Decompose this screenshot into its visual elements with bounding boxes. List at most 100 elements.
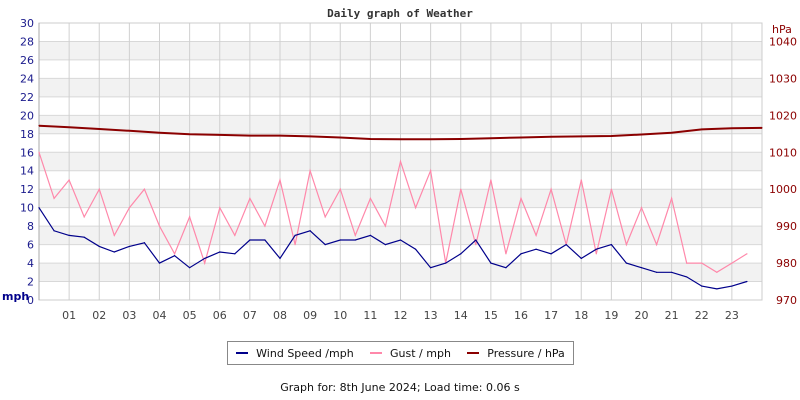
data-point-gust [640, 207, 643, 209]
x-tick-label: 19 [604, 309, 618, 322]
data-point-wind-speed [671, 271, 673, 273]
right-tick-label: 980 [776, 257, 797, 270]
data-point-gust [716, 271, 718, 273]
data-point-pressure [399, 138, 402, 140]
x-tick-label: 18 [574, 309, 588, 322]
data-point-wind-speed [716, 288, 718, 290]
x-tick-label: 20 [635, 309, 649, 322]
data-point-gust [671, 197, 673, 200]
left-tick-label: 22 [20, 91, 34, 104]
x-tick-label: 21 [665, 309, 679, 322]
data-point-gust [731, 262, 733, 264]
x-tick-label: 23 [725, 309, 739, 322]
data-point-wind-speed [475, 239, 477, 241]
data-point-wind-speed [445, 262, 447, 264]
data-point-gust [83, 216, 85, 218]
data-point-wind-speed [520, 253, 522, 255]
x-tick-label: 10 [333, 309, 347, 322]
data-point-gust [701, 262, 703, 264]
right-tick-label: 970 [776, 294, 797, 307]
data-point-pressure [640, 133, 643, 136]
x-tick-label: 04 [153, 309, 167, 322]
data-point-pressure [369, 138, 371, 140]
data-point-wind-speed [354, 239, 356, 241]
data-point-wind-speed [430, 267, 432, 269]
x-tick-label: 11 [363, 309, 377, 322]
data-point-wind-speed [384, 244, 387, 246]
data-point-gust [580, 179, 582, 181]
data-point-wind-speed [219, 251, 221, 253]
data-point-pressure [339, 136, 341, 139]
data-point-wind-speed [38, 207, 40, 209]
data-point-pressure [430, 138, 432, 140]
data-point-gust [625, 244, 628, 246]
left-tick-label: 2 [27, 276, 34, 289]
data-point-pressure [279, 135, 281, 137]
data-point-pressure [580, 135, 582, 137]
data-point-wind-speed [234, 253, 236, 255]
data-point-gust [369, 197, 371, 200]
data-point-wind-speed [414, 248, 417, 250]
data-point-gust [98, 188, 100, 190]
data-point-wind-speed [204, 257, 206, 260]
left-tick-label: 30 [20, 17, 34, 30]
data-point-wind-speed [113, 251, 115, 253]
data-point-wind-speed [610, 244, 612, 246]
series-line-gust [38, 152, 748, 274]
legend-label: Pressure / hPa [487, 346, 565, 360]
data-point-gust [520, 197, 522, 200]
gust-swatch [370, 352, 383, 354]
data-point-wind-speed [535, 248, 537, 250]
legend-item-gust: Gust / mph [370, 347, 451, 360]
x-tick-label: 08 [273, 309, 287, 322]
data-point-pressure [520, 136, 522, 139]
data-point-wind-speed [460, 253, 462, 255]
x-tick-label: 07 [243, 309, 257, 322]
legend-label: Wind Speed /mph [256, 346, 354, 360]
data-point-wind-speed [128, 245, 130, 248]
data-point-pressure [249, 135, 251, 137]
data-point-gust [249, 197, 251, 200]
x-tick-label: 16 [514, 309, 528, 322]
left-tick-label: 14 [20, 165, 34, 178]
data-point-gust [204, 262, 206, 264]
data-point-gust [279, 179, 281, 181]
data-point-gust [535, 234, 537, 236]
data-point-wind-speed [98, 245, 100, 248]
data-point-gust [294, 244, 296, 246]
legend: Wind Speed /mph Gust / mph Pressure / hP… [227, 341, 574, 365]
right-tick-label: 990 [776, 220, 797, 233]
data-point-gust [430, 170, 432, 172]
right-tick-label: 1010 [769, 146, 797, 159]
data-point-wind-speed [324, 244, 326, 246]
data-point-gust [173, 253, 176, 255]
data-point-gust [460, 188, 462, 190]
right-tick-label: 1030 [769, 72, 797, 85]
data-point-gust [399, 160, 402, 163]
x-axis-ticks: 01 02 03 04 05 06 07 08 09 10 11 12 13 14 15 16 17 18 19 20… [62, 309, 739, 322]
data-point-wind-speed [505, 267, 507, 269]
data-point-pressure [158, 132, 161, 134]
data-point-wind-speed [158, 262, 161, 264]
data-point-gust [686, 262, 688, 264]
data-point-wind-speed [369, 234, 371, 236]
data-point-gust [158, 225, 161, 227]
x-tick-label: 14 [454, 309, 468, 322]
weather-chart: Daily graph of Weather 02468101214161820… [2, 7, 797, 322]
data-point-pressure [610, 135, 612, 137]
data-point-gust [475, 244, 477, 246]
data-point-gust [384, 225, 387, 227]
data-point-gust [113, 234, 115, 236]
data-point-wind-speed [565, 244, 567, 246]
data-point-wind-speed [53, 230, 55, 232]
data-point-gust [53, 197, 55, 200]
data-point-gust [234, 234, 236, 236]
data-point-pressure [189, 133, 191, 135]
x-tick-label: 12 [394, 309, 408, 322]
data-point-gust [354, 234, 356, 236]
data-point-gust [68, 179, 70, 181]
data-point-pressure [701, 128, 703, 130]
data-point-gust [414, 207, 417, 209]
pressure-swatch [467, 352, 480, 354]
